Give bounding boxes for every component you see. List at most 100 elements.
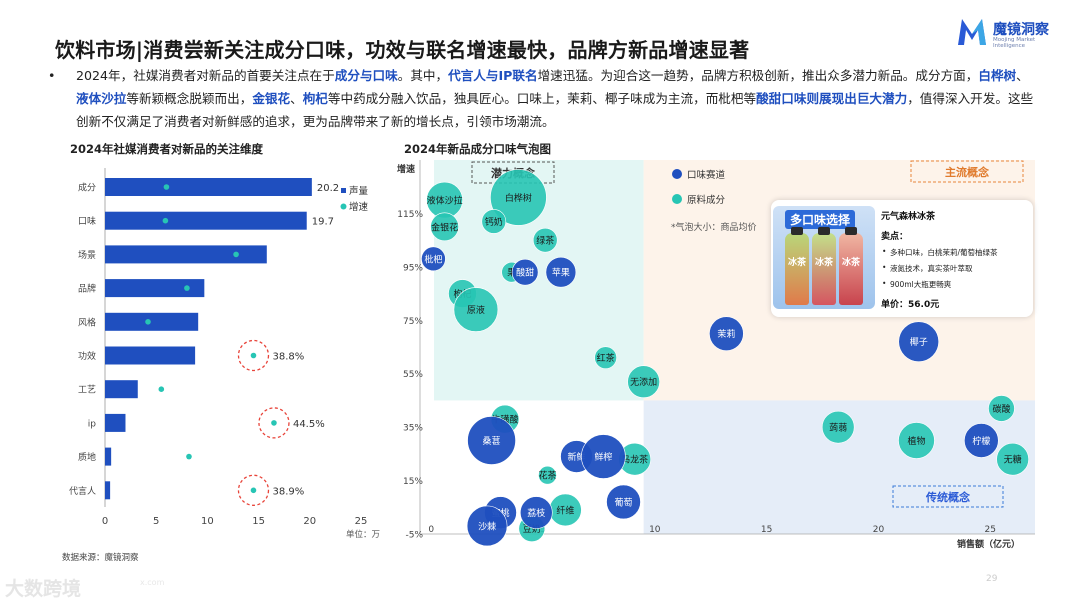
highlight-text: 枸杞 (302, 91, 328, 106)
bubble-label: 果 (507, 268, 516, 279)
highlight-text: 液体沙拉 (76, 91, 127, 106)
bubble-label: 枇杷 (424, 253, 442, 265)
y-axis-title: 增速 (397, 163, 415, 175)
quadrant-label: 传统概念 (925, 490, 971, 504)
bubble (538, 465, 557, 485)
page-title: 饮料市场|消费尝新关注成分口味，功效与联名增速最快，品牌方新品增速显著 (55, 38, 750, 62)
growth-dot (233, 251, 239, 258)
bubble (988, 395, 1015, 422)
y-tick-label: 15% (403, 477, 423, 487)
quadrant-label-box (471, 161, 555, 184)
x-tick-label: 25 (355, 516, 368, 527)
x-tick-label: 0 (428, 525, 434, 535)
product-price: 单价：56.0元 (881, 300, 940, 310)
bar (105, 380, 138, 399)
bubble (898, 422, 935, 459)
bubble (898, 321, 940, 362)
category-label: 成分 (78, 182, 96, 194)
bar (105, 245, 267, 264)
category-label: 工艺 (78, 385, 96, 396)
summary-paragraph: • 2024年，社媒消费者对新品的首要关注点在于成分与口味。其中，代言人与IP联… (48, 64, 1038, 133)
summary-text: 2024年，社媒消费者对新品的首要关注点在于成分与口味。其中，代言人与IP联名增… (48, 64, 1038, 133)
bar (105, 346, 196, 365)
x-tick-label: 10 (201, 516, 214, 527)
bubble-label: 金银花 (431, 221, 458, 233)
bubble-label: 新鲜 (568, 451, 586, 463)
bullet-marker: • (48, 68, 56, 83)
highlight-text: 金银花 (252, 91, 291, 106)
bubble (519, 496, 553, 529)
growth-value-label: 38.9% (272, 486, 304, 497)
unit-label: 单位：万 (346, 529, 380, 540)
bubble-label: 无添加 (630, 377, 657, 388)
product-info: 元气森林冰茶 卖点： 多种口味，白桃茉莉/葡萄柚绿茶 液氮技术，真实茶叶萃取 9… (881, 209, 1031, 310)
category-label: 场景 (78, 250, 96, 261)
brand-logo: 魔镜洞察 Moojing Market Intelligence (955, 16, 1065, 50)
bubble (490, 169, 547, 226)
growth-dot (145, 319, 151, 325)
bubble-label: 绿茶 (536, 235, 554, 247)
x-tick-label: 25 (985, 525, 996, 535)
bubble (606, 484, 641, 520)
selling-point: 多种口味，白桃茉莉/葡萄柚绿茶 (881, 247, 1031, 258)
bubble-size-note: *气泡大小：商品均价 (671, 221, 757, 233)
bottle-label: 冰茶 (841, 258, 860, 268)
bubble-label: 椰子 (910, 336, 928, 348)
watermark-small: x.com (140, 578, 165, 587)
bubble-chart-title: 2024年新品成分口味气泡图 (404, 142, 552, 156)
summary-segment: 等新颖概念脱颖而出， (126, 91, 253, 106)
quadrant-label-box (892, 485, 1004, 508)
legend-swatch-flavor (672, 169, 682, 179)
summary-segment: 。其中， (397, 68, 449, 83)
x-tick-label: 0 (102, 516, 108, 527)
bubble (511, 258, 539, 286)
bubble-label: 蒟蒻 (829, 422, 847, 434)
bubble (421, 246, 446, 272)
highlight-text: 白桦树 (978, 68, 1017, 83)
bubble (466, 505, 508, 547)
bubble-label: 荔枝 (527, 507, 545, 519)
bubble-label: 无糖 (1004, 454, 1022, 466)
bar-chart-title: 2024年社媒消费者对新品的关注维度 (70, 142, 264, 156)
bar (105, 312, 199, 331)
legend-swatch-ingredient (672, 194, 682, 204)
data-source: 数据来源：魔镜洞察 (62, 553, 139, 563)
legend-swatch-growth (340, 203, 347, 210)
bubble (453, 287, 499, 332)
product-name: 元气森林冰茶 (881, 212, 936, 222)
bubble (430, 212, 459, 242)
logo-tagline: Moojing Market Intelligence (993, 37, 1036, 49)
bubble-label: 乌龙茶 (621, 454, 648, 466)
growth-dot (271, 420, 277, 426)
legend-label: 声量 (349, 185, 369, 197)
growth-dot (250, 487, 257, 494)
summary-segment: ，值得深入开发。这些创新不仅满足了消费者对新鲜感的追求，更为品牌带来了新的增长点… (76, 91, 1034, 129)
bubble (532, 227, 558, 253)
product-card: 多口味选择 冰茶 冰茶 冰茶 元气森林冰茶 卖点： 多种口味，白桃茉莉/葡萄柚绿… (771, 200, 1033, 317)
category-label: 功效 (78, 350, 96, 362)
product-image: 多口味选择 冰茶 冰茶 冰茶 (773, 206, 875, 309)
logo-name: 魔镜洞察 (993, 22, 1049, 38)
bubble-label: 葡萄 (615, 496, 633, 508)
y-tick-label: 35% (403, 424, 423, 434)
bubble-label: 钙奶 (485, 216, 503, 228)
bubble-label: 沙棘 (478, 521, 496, 532)
summary-segment: 、 (290, 91, 303, 106)
x-tick-label: 5 (153, 516, 159, 527)
summary-segment: 2024年，社媒消费者对新品的首要关注点在于 (76, 68, 335, 83)
growth-dot (184, 285, 190, 291)
highlight-circle (258, 407, 290, 439)
bubble-label: 白桦树 (505, 192, 532, 204)
summary-segment: 增速迅猛。为迎合这一趋势，品牌方积极创新，推出众多潜力新品。成分方面， (537, 68, 979, 83)
bar (105, 481, 111, 500)
product-banner: 多口味选择 (785, 210, 856, 229)
bar-value-label: 19.7 (312, 217, 334, 228)
x-tick-label: 20 (873, 525, 885, 535)
bar (105, 447, 112, 466)
bottle-1: 冰茶 (785, 227, 809, 305)
legend-label: 口味赛道 (687, 169, 726, 181)
bubble-label: 柠檬 (972, 435, 990, 447)
category-label: 品牌 (78, 283, 96, 295)
bottle-label: 冰茶 (787, 258, 806, 268)
